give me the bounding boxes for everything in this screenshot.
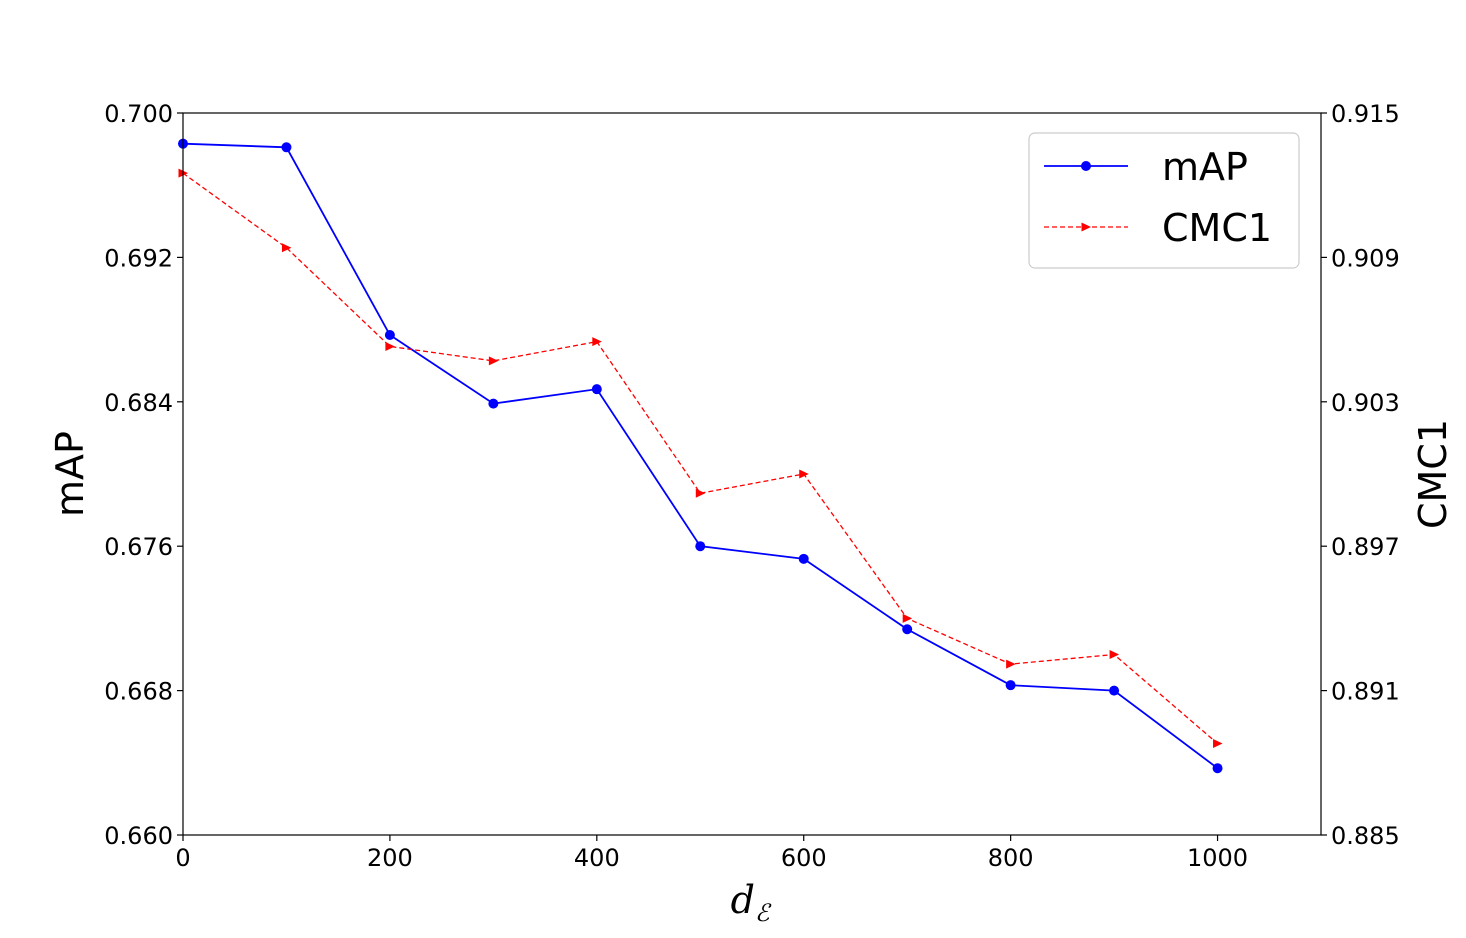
y2-axis-label: CMC1: [1411, 419, 1455, 529]
y-axis-label: mAP: [48, 431, 92, 517]
y-tick-label: 0.676: [104, 533, 173, 561]
data-point-cmc1: [1109, 650, 1120, 659]
data-point-cmc1: [902, 613, 913, 623]
y-tick-label: 0.692: [104, 244, 173, 272]
x-axis-label-main: d: [731, 878, 755, 922]
ticks-layer: 0 200 400 600 800 1000 0.660 0.668 0.676 0.684 0.6…: [104, 100, 1399, 872]
y2-tick-label: 0.915: [1331, 100, 1400, 128]
legend: mAP CMC1: [1028, 132, 1300, 269]
x-tick-label: 400: [574, 844, 620, 872]
legend-label-cmc1: CMC1: [1162, 206, 1272, 250]
y2-tick-label: 0.897: [1331, 533, 1400, 561]
data-point-cmc1: [1213, 739, 1223, 749]
data-point-map: [384, 330, 395, 341]
y-tick-label: 0.700: [104, 100, 173, 128]
x-tick-label: 800: [988, 844, 1034, 872]
y-tick-label: 0.684: [104, 389, 173, 417]
data-point-map: [1109, 685, 1120, 696]
legend-marker-cmc1: [1081, 222, 1091, 232]
data-point-cmc1: [281, 243, 292, 253]
y-tick-label: 0.668: [104, 678, 173, 706]
data-point-cmc1: [385, 341, 395, 351]
data-point-cmc1: [1006, 659, 1016, 669]
data-point-map: [1212, 763, 1223, 774]
y2-tick-label: 0.909: [1331, 244, 1400, 272]
x-tick-label: 600: [781, 844, 827, 872]
data-point-cmc1: [695, 488, 706, 498]
x-axis-label: dℰ: [731, 878, 772, 927]
x-axis-label-subscript: ℰ: [755, 899, 772, 927]
plot-frame: [182, 112, 1322, 836]
data-point-map: [695, 541, 706, 552]
y2-tick-label: 0.891: [1331, 678, 1400, 706]
x-tick-label: 1000: [1187, 844, 1248, 872]
data-point-map: [591, 384, 602, 395]
legend-marker-map: [1081, 161, 1091, 171]
y2-tick-label: 0.903: [1331, 389, 1400, 417]
x-tick-label: 0: [175, 844, 190, 872]
data-point-cmc1: [592, 337, 602, 347]
data-point-map: [798, 553, 809, 564]
legend-label-map: mAP: [1162, 145, 1248, 189]
series-layer: [178, 138, 1223, 774]
y-tick-label: 0.660: [104, 822, 173, 850]
data-point-map: [281, 142, 292, 153]
y2-tick-label: 0.885: [1331, 822, 1400, 850]
x-tick-label: 200: [367, 844, 413, 872]
data-point-cmc1: [488, 356, 499, 366]
data-point-map: [1005, 680, 1016, 691]
data-point-map: [902, 624, 913, 635]
data-point-map: [488, 398, 499, 409]
data-point-cmc1: [799, 469, 809, 479]
